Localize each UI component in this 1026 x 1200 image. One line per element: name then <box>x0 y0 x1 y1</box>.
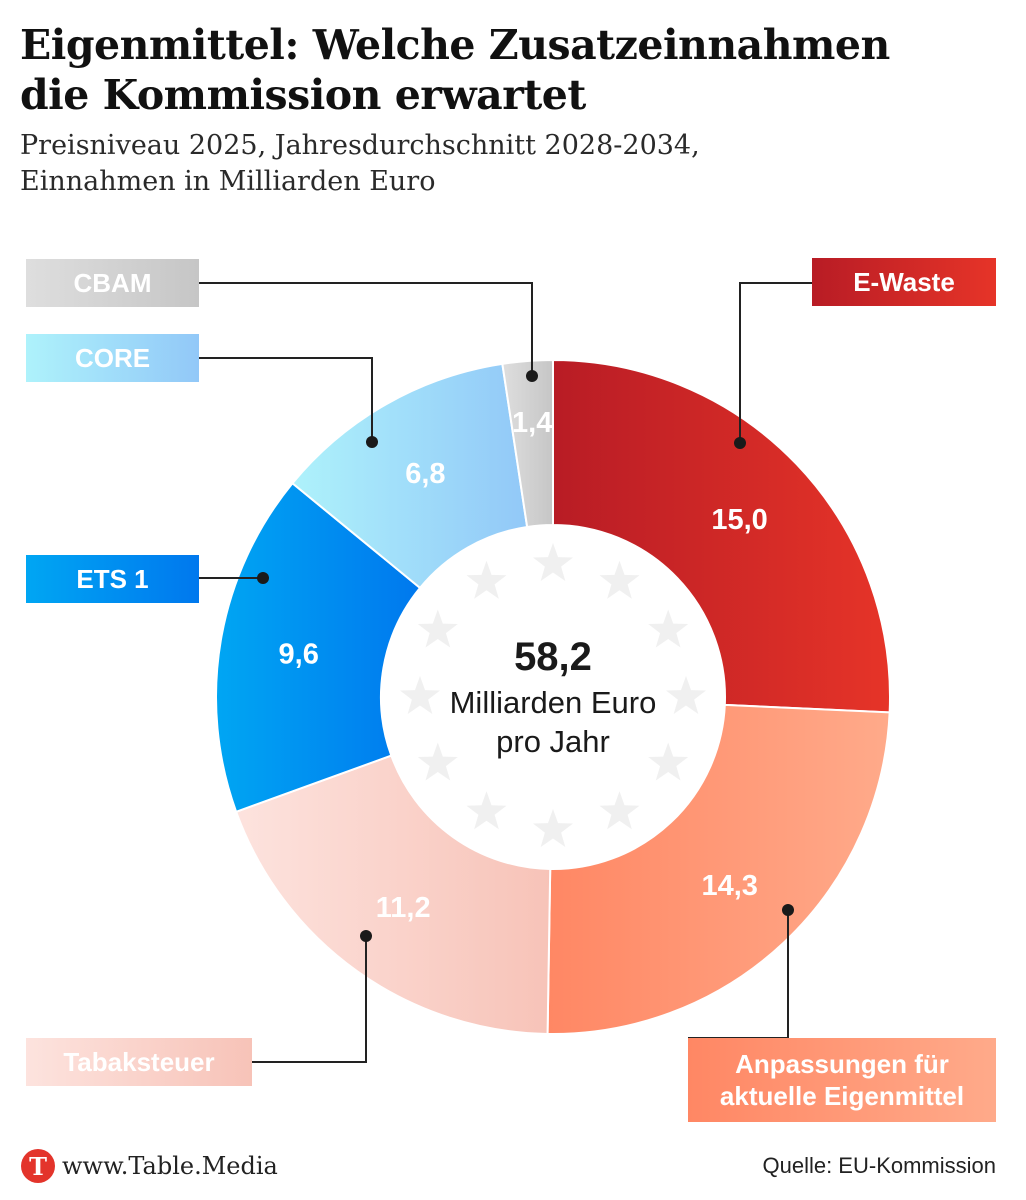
legend-core: CORE <box>26 334 199 382</box>
slice-ets-1[interactable] <box>215 481 422 814</box>
legend-tabaksteuer: Tabaksteuer <box>26 1038 252 1086</box>
leader-dot-e-waste <box>734 437 746 449</box>
chart-subtitle: Preisniveau 2025, Jahresdurchschnitt 202… <box>20 128 700 200</box>
star-icon <box>466 560 507 599</box>
leader-dot-tabaksteuer <box>360 930 372 942</box>
donut-center <box>382 526 724 868</box>
leader-dot-ets-1 <box>257 572 269 584</box>
legend-cbam: CBAM <box>26 259 199 307</box>
leader-dot-cbam <box>526 370 538 382</box>
leader-line-core <box>198 357 373 442</box>
legend-e-waste: E-Waste <box>812 258 996 306</box>
leader-line-tabaksteuer <box>250 936 367 1063</box>
slice-anpassungen-fuer-aktuelle-eigenmittel[interactable] <box>546 703 891 1035</box>
slice-core[interactable] <box>291 362 529 590</box>
slice-cbam[interactable] <box>501 358 554 529</box>
leader-line-e-waste <box>739 282 812 443</box>
table-media-logo: T <box>21 1149 55 1183</box>
slice-e-waste[interactable] <box>552 358 892 714</box>
star-icon <box>400 676 440 714</box>
value-label-core: 6,8 <box>405 458 445 490</box>
title-line-2: die Kommission erwartet <box>20 71 586 119</box>
eu-stars-decoration <box>400 543 706 847</box>
value-label-e-waste: 15,0 <box>711 504 767 536</box>
footer-source: Quelle: EU-Kommission <box>762 1153 996 1178</box>
legend-line-2: aktuelle Eigenmittel <box>719 1081 965 1111</box>
star-icon <box>599 560 640 599</box>
total-unit-label: Milliarden Euro <box>450 685 657 720</box>
total-value: 58,2 <box>514 635 592 679</box>
star-icon <box>417 742 458 781</box>
logo-letter: T <box>29 1152 47 1181</box>
footer-url[interactable]: www.Table.Media <box>62 1152 278 1180</box>
leader-dot-anpassungen-fuer-aktuelle-eigenmittel <box>782 904 794 916</box>
legend-anpassungen-fuer-aktuelle-eigenmittel: Anpassungen für aktuelle Eigenmittel <box>688 1038 996 1122</box>
subtitle-line-2: Einnahmen in Milliarden Euro <box>20 166 436 197</box>
leader-dot-core <box>366 436 378 448</box>
total-period-label: pro Jahr <box>496 724 610 759</box>
value-label-ets-1: 9,6 <box>279 638 319 670</box>
star-icon <box>666 676 706 714</box>
star-icon <box>533 543 573 581</box>
star-icon <box>648 742 689 781</box>
star-icon <box>599 791 640 830</box>
star-icon <box>533 809 573 847</box>
star-icon <box>466 791 507 830</box>
value-label-cbam: 1,4 <box>512 407 552 439</box>
legend-line-1: Anpassungen für <box>735 1049 949 1079</box>
star-icon <box>417 609 458 648</box>
star-icon <box>648 609 689 648</box>
chart-title: Eigenmittel: Welche Zusatzeinnahmen die … <box>20 20 890 120</box>
value-label-anpassungen-fuer-aktuelle-eigenmittel: 14,3 <box>701 870 757 902</box>
value-label-tabaksteuer: 11,2 <box>376 892 431 924</box>
title-line-1: Eigenmittel: Welche Zusatzeinnahmen <box>20 21 890 69</box>
leader-line-cbam <box>198 282 533 376</box>
slice-tabaksteuer[interactable] <box>234 754 552 1035</box>
subtitle-line-1: Preisniveau 2025, Jahresdurchschnitt 202… <box>20 130 700 161</box>
legend-ets-1: ETS 1 <box>26 555 199 603</box>
